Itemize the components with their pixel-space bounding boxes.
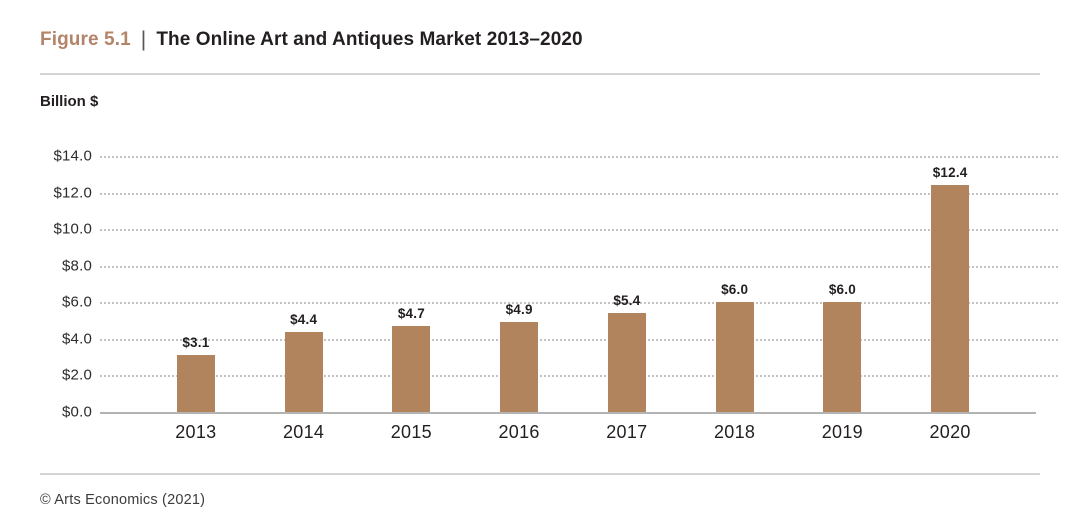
x-tick-label-2020: 2020 [929,422,971,442]
bar-2014 [284,331,323,412]
y-tick-label: $14.0 [53,147,92,165]
footer-divider [40,473,1040,475]
bar-2020 [931,185,970,412]
gridline-rule [100,375,1058,378]
x-tick-label-2014: 2014 [283,422,325,442]
bar-2013 [176,355,215,412]
gridline-rule [100,229,1058,232]
figure-title: The Online Art and Antiques Market 2013–… [156,29,583,50]
x-tick-label-2016: 2016 [498,422,540,442]
bars-layer: $3.1 $4.4 $4.7 $4.9 $5.4 $6.0 $6.0 $12.4 [100,156,1046,412]
x-tick-label-2013: 2013 [175,422,217,442]
x-tick-label-2017: 2017 [606,422,648,442]
y-axis-title: Billion $ [40,93,99,110]
bar-slot-2017: $5.4 [573,156,681,412]
header-divider [40,73,1040,75]
bar-value-label: $6.0 [721,282,749,298]
y-tick-label: $12.0 [53,184,92,202]
bar-value-label: $3.1 [182,335,210,351]
bar-2018 [715,302,754,412]
x-tick-label-2015: 2015 [390,422,432,442]
y-tick-label: $6.0 [62,293,92,311]
x-tick-label-2019: 2019 [821,422,863,442]
bar-value-label: $6.0 [828,282,856,298]
bar-slot-2019: $6.0 [789,156,897,412]
bar-2019 [823,302,862,412]
bar-slot-2016: $4.9 [465,156,573,412]
bar-slot-2018: $6.0 [681,156,789,412]
bar-2017 [607,313,646,412]
y-tick-label: $10.0 [53,220,92,238]
bar-value-label: $4.7 [397,306,425,322]
y-tick-label: $0.0 [62,403,92,421]
bar-slot-2020: $12.4 [896,156,1004,412]
x-tick-label-2018: 2018 [714,422,756,442]
figure-number-label: Figure 5.1 [40,29,131,50]
gridline-rule [100,156,1058,158]
bar-value-label: $4.4 [290,311,318,327]
y-tick-label: $8.0 [62,257,92,275]
y-tick-label: $4.0 [62,330,92,348]
bar-value-label: $12.4 [932,165,968,181]
figure-header: Figure 5.1 | The Online Art and Antiques… [0,0,1080,51]
bar-slot-2014: $4.4 [250,156,358,412]
bar-slot-2013: $3.1 [142,156,250,412]
y-tick-label: $2.0 [62,366,92,384]
bar-2016 [500,322,539,412]
gridline-rule [100,265,1058,268]
x-axis-labels: 2013 2014 2015 2016 2017 2018 2019 2020 [100,422,1046,443]
baseline-line [100,412,1036,414]
gridline-rule [100,302,1058,305]
bar-chart: $14.0 $12.0 $10.0 $8.0 $6.0 $4.0 $2.0 $0.0 $3.1… [40,148,1058,421]
gridline-rule [100,338,1058,341]
source-credit: © Arts Economics (2021) [40,492,206,508]
bar-value-label: $4.9 [505,302,533,318]
gridline-rule [100,192,1058,195]
bar-2015 [392,326,431,412]
bar-value-label: $5.4 [613,293,641,309]
title-separator: | [140,28,147,51]
bar-slot-2015: $4.7 [358,156,466,412]
